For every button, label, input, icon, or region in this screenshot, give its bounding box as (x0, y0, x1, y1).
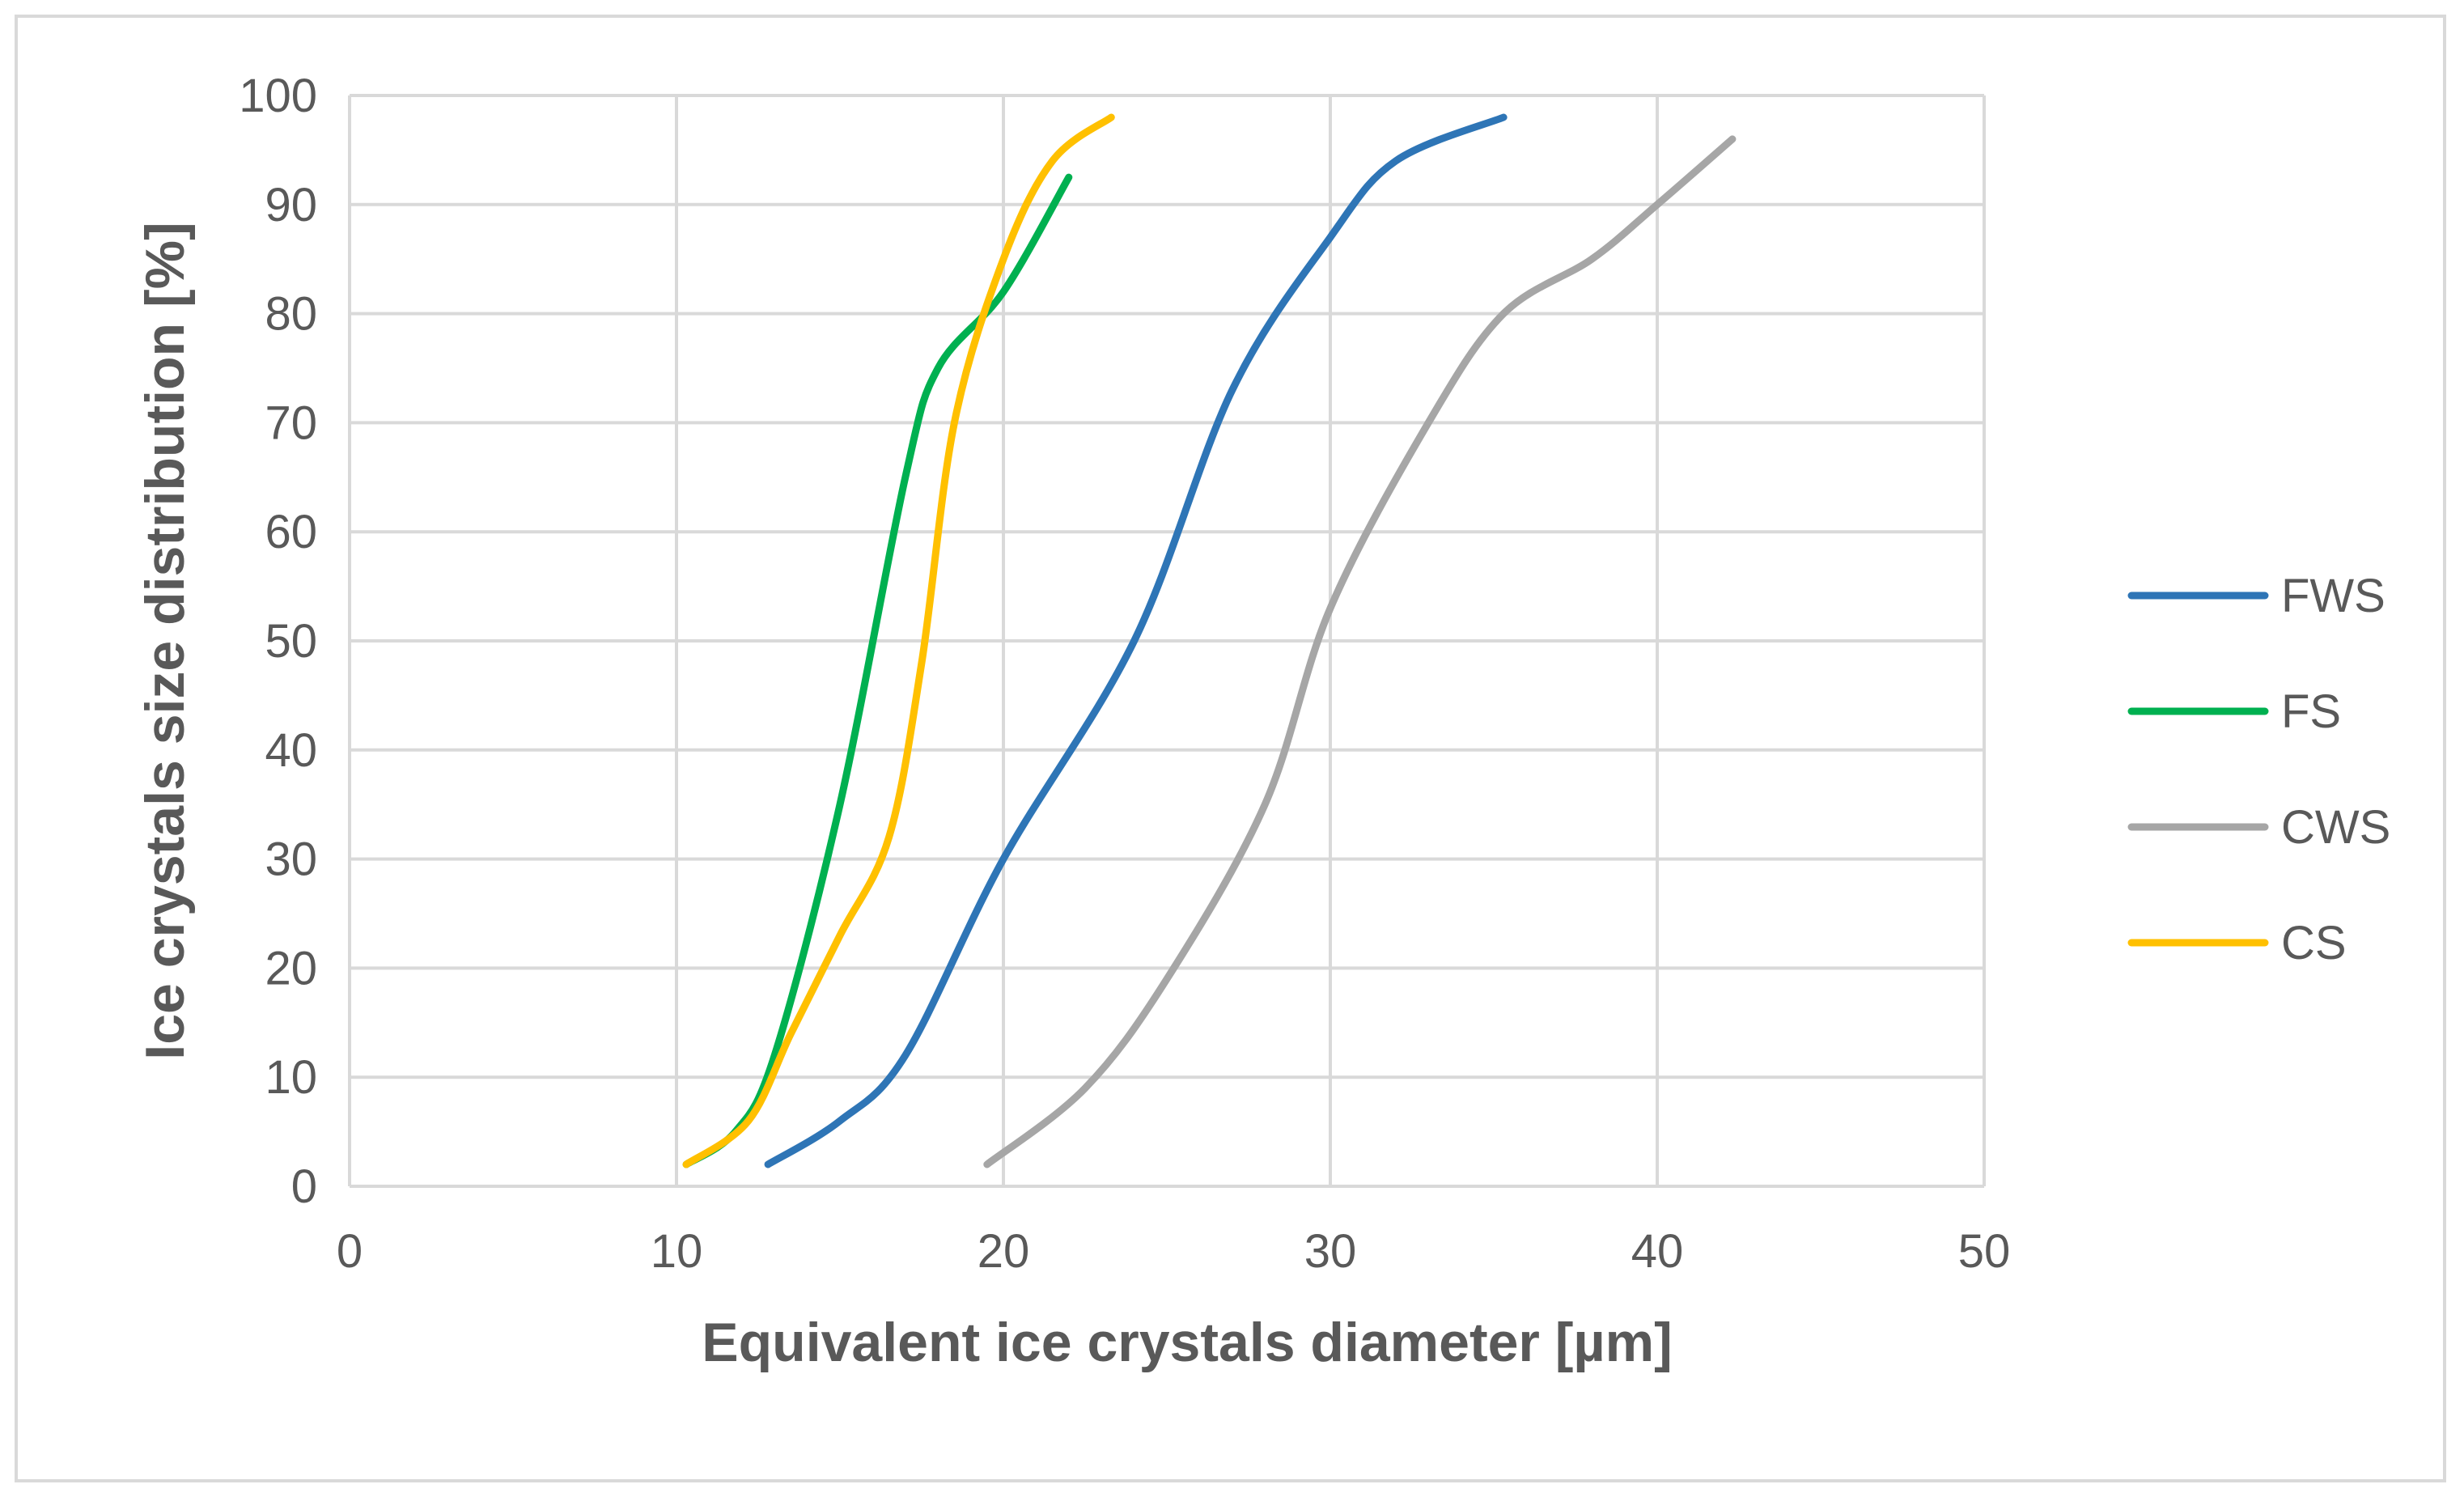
y-axis-title: Ice crystals size distribution [%] (134, 222, 196, 1059)
y-tick-label: 80 (265, 288, 317, 341)
x-tick-label: 40 (1631, 1225, 1684, 1278)
legend-label-fs: FS (2281, 685, 2341, 738)
y-tick-label: 10 (265, 1051, 317, 1104)
legend-label-cs: CS (2281, 917, 2347, 969)
x-tick-label: 30 (1304, 1225, 1357, 1278)
series-line-cs (682, 113, 1115, 1168)
legend: FWS FS CWS CS (2127, 570, 2390, 969)
x-tick-label: 0 (337, 1225, 363, 1278)
chart-frame: 0 10 20 30 40 50 0 10 20 30 40 50 60 70 80 90 100 Equiva… (15, 15, 2446, 1482)
x-tick-label: 50 (1958, 1225, 2011, 1278)
x-tick-label: 20 (978, 1225, 1030, 1278)
series-lines (682, 113, 1737, 1168)
y-tick-label: 40 (265, 724, 317, 777)
y-tick-label: 20 (265, 942, 317, 994)
series-line-fs (682, 173, 1073, 1168)
y-tick-label: 0 (291, 1160, 317, 1213)
legend-label-fws: FWS (2281, 570, 2386, 622)
y-tick-label: 50 (265, 615, 317, 668)
series-line-fws (764, 113, 1508, 1168)
series-line-cws (983, 135, 1737, 1168)
y-tick-label: 90 (265, 179, 317, 231)
y-tick-label: 30 (265, 833, 317, 886)
line-chart: 0 10 20 30 40 50 0 10 20 30 40 50 60 70 80 90 100 Equiva… (134, 70, 2390, 1373)
x-axis-title: Equivalent ice crystals diameter [µm] (702, 1312, 1672, 1373)
y-tick-label: 100 (239, 70, 317, 122)
y-tick-label: 70 (265, 397, 317, 449)
grid-lines (348, 94, 1986, 1188)
legend-label-cws: CWS (2281, 801, 2390, 854)
x-tick-label: 10 (651, 1225, 703, 1278)
y-tick-label: 60 (265, 506, 317, 558)
tick-labels: 0 10 20 30 40 50 0 10 20 30 40 50 60 70 80 90 100 (239, 70, 2010, 1278)
